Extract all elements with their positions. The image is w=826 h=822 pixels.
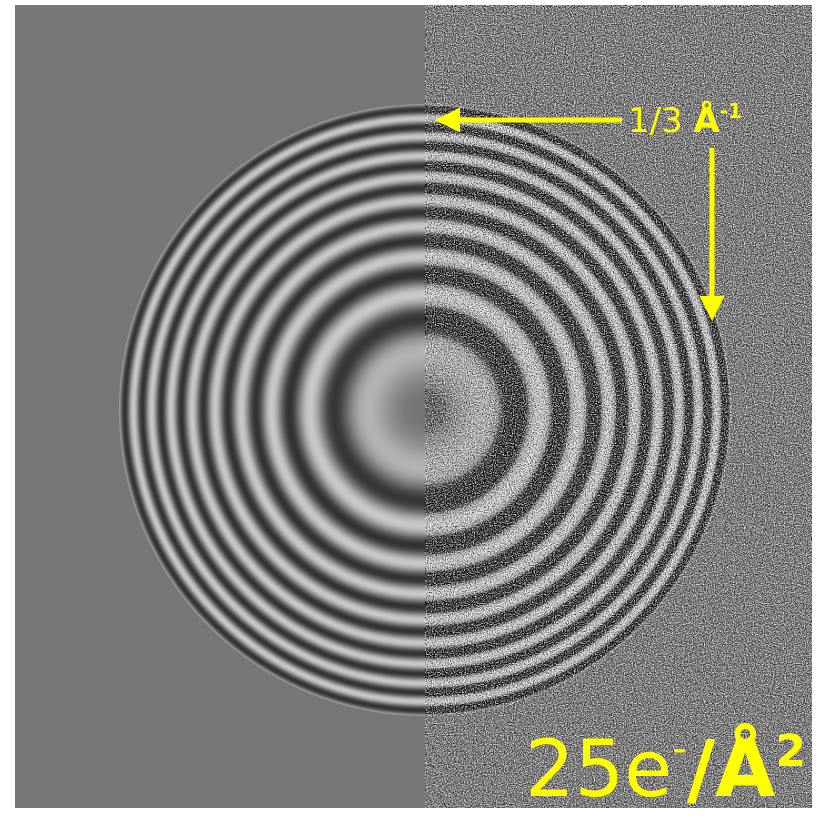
figure: 1/3 Å-1 25e-/Å2 xyxy=(0,0,826,822)
dose-label: 25e-/Å2 xyxy=(525,723,806,815)
